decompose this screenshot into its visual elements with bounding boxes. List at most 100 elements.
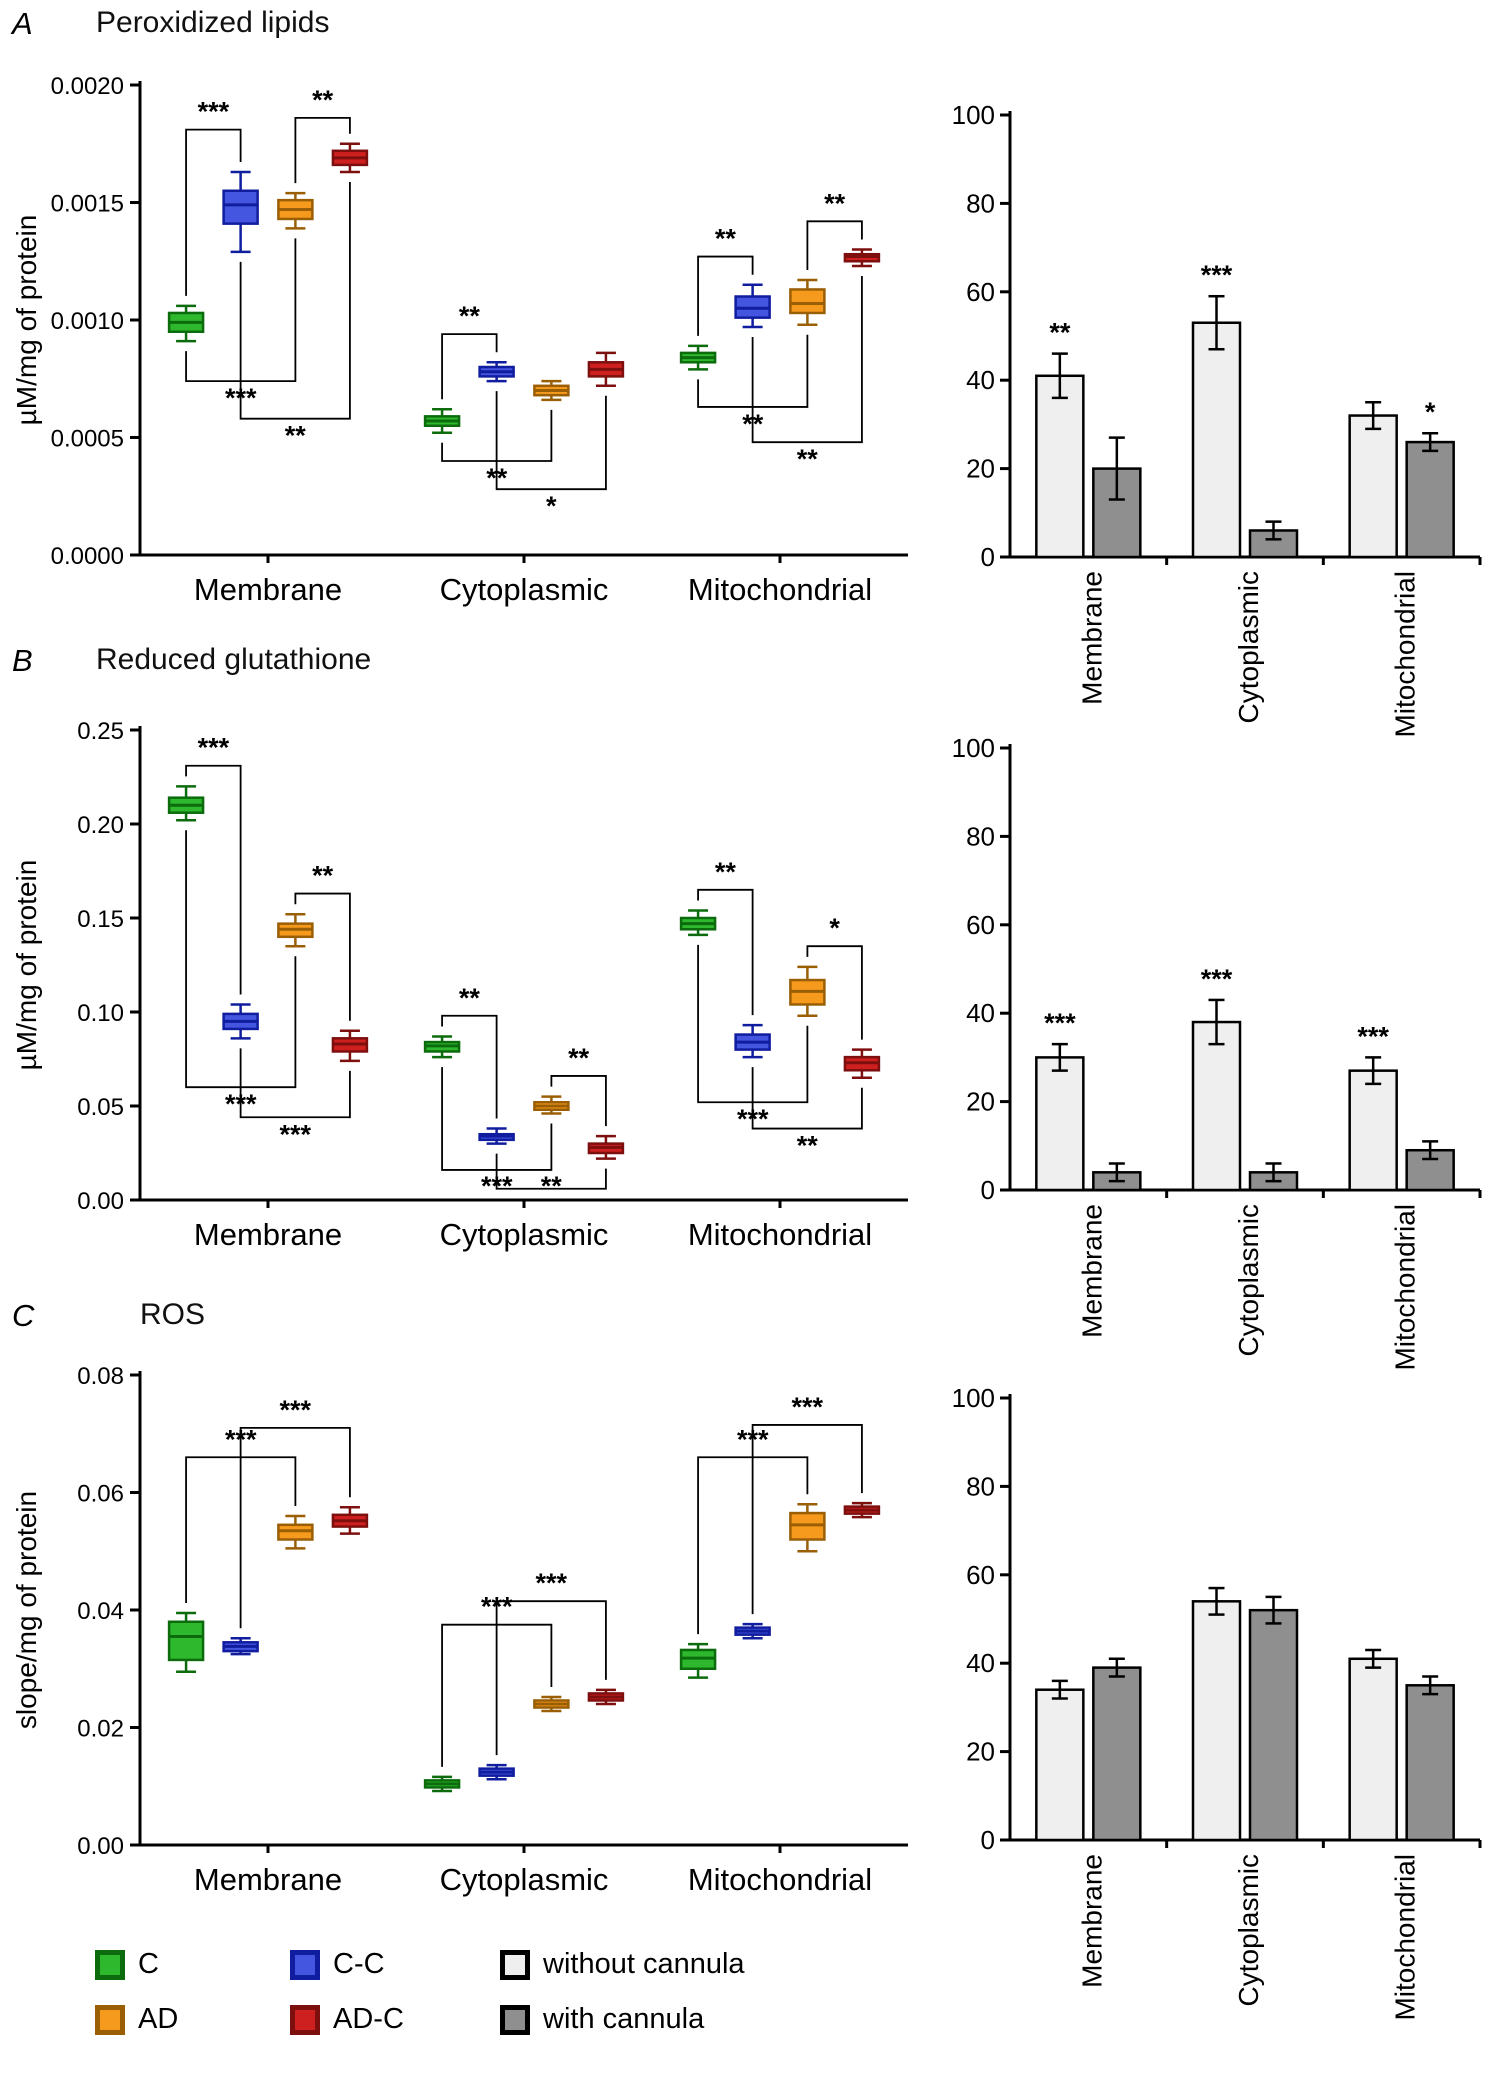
svg-text:Cytoplasmic: Cytoplasmic xyxy=(440,572,609,607)
svg-text:Cytoplasmic: Cytoplasmic xyxy=(1233,1854,1264,2006)
svg-text:Membrane: Membrane xyxy=(1076,1854,1107,1988)
svg-text:***: *** xyxy=(791,1392,823,1422)
svg-text:0.25: 0.25 xyxy=(77,718,124,745)
svg-text:Cytoplasmic: Cytoplasmic xyxy=(440,1862,609,1897)
svg-text:µM/mg of protein: µM/mg of protein xyxy=(11,860,42,1071)
svg-text:**: ** xyxy=(541,1171,563,1201)
legend-label: AD xyxy=(138,2003,179,2035)
svg-text:**: ** xyxy=(824,188,846,218)
panel-c-letter: C xyxy=(12,1298,35,1333)
svg-text:*: * xyxy=(546,491,557,521)
svg-text:**: ** xyxy=(285,421,307,451)
svg-text:Membrane: Membrane xyxy=(1076,1204,1107,1338)
svg-text:20: 20 xyxy=(966,1737,995,1767)
legend-swatch xyxy=(95,1949,125,1980)
svg-text:**: ** xyxy=(312,85,334,115)
svg-text:0.06: 0.06 xyxy=(77,1481,124,1508)
svg-text:Mitochondrial: Mitochondrial xyxy=(688,1217,872,1252)
svg-text:**: ** xyxy=(312,861,334,891)
svg-text:Cytoplasmic: Cytoplasmic xyxy=(440,1217,609,1252)
svg-text:**: ** xyxy=(459,301,481,331)
svg-text:0.20: 0.20 xyxy=(77,812,124,839)
svg-text:0.15: 0.15 xyxy=(77,906,124,933)
legend-label: C xyxy=(138,1948,159,1980)
svg-text:0.00: 0.00 xyxy=(77,1833,124,1860)
legend: C C-C without cannula AD AD-C with cannula xyxy=(95,1948,845,2036)
svg-text:0.0015: 0.0015 xyxy=(51,191,124,218)
legend-item: AD xyxy=(95,2003,290,2036)
legend-swatch xyxy=(290,2004,320,2035)
svg-text:100: 100 xyxy=(952,733,995,763)
svg-text:0.00: 0.00 xyxy=(77,1188,124,1215)
panel-b-boxplot: 0.00 0.05 0.10 0.15 0.20 0.25 µM/mg of protein… xyxy=(11,718,908,1252)
svg-text:100: 100 xyxy=(952,1383,995,1413)
svg-text:0.0020: 0.0020 xyxy=(51,73,124,100)
svg-text:60: 60 xyxy=(966,277,995,307)
svg-text:***: *** xyxy=(535,1568,567,1598)
svg-text:µM/mg of protein: µM/mg of protein xyxy=(11,215,42,426)
svg-text:0.02: 0.02 xyxy=(77,1716,124,1743)
svg-text:0.05: 0.05 xyxy=(77,1094,124,1121)
svg-text:0.0010: 0.0010 xyxy=(51,308,124,335)
legend-item: C-C xyxy=(290,1948,500,1981)
panel-c-title: ROS xyxy=(140,1298,206,1331)
panel-a-letter: A xyxy=(12,6,33,41)
panel-b-letter: B xyxy=(12,643,33,678)
panel-b-barchart: 0 20 40 60 80 100 Membrane Cytoplasmic Mitochond… xyxy=(952,733,1482,1371)
panel-c-barchart: 0 20 40 60 80 100 Membrane Cytoplasmic Mitochond… xyxy=(952,1383,1482,2021)
svg-text:Mitochondrial: Mitochondrial xyxy=(688,572,872,607)
legend-swatch xyxy=(500,2004,530,2035)
svg-text:***: *** xyxy=(1201,260,1233,290)
svg-text:60: 60 xyxy=(966,910,995,940)
svg-text:***: *** xyxy=(198,97,230,127)
svg-text:***: *** xyxy=(279,1395,311,1425)
svg-text:Mitochondrial: Mitochondrial xyxy=(1390,1204,1421,1371)
panel-a-title: Peroxidized lipids xyxy=(96,6,330,39)
svg-text:40: 40 xyxy=(966,1648,995,1678)
svg-text:0.04: 0.04 xyxy=(77,1598,124,1625)
svg-text:40: 40 xyxy=(966,998,995,1028)
svg-text:Cytoplasmic: Cytoplasmic xyxy=(1233,1204,1264,1356)
svg-text:Membrane: Membrane xyxy=(194,1862,342,1897)
svg-text:20: 20 xyxy=(966,454,995,484)
panel-b-title: Reduced glutathione xyxy=(96,643,372,676)
svg-text:***: *** xyxy=(279,1119,311,1149)
legend-item: AD-C xyxy=(290,2003,500,2036)
legend-label: without cannula xyxy=(543,1948,745,1980)
legend-label: AD-C xyxy=(333,2003,404,2035)
svg-text:Membrane: Membrane xyxy=(194,1217,342,1252)
svg-text:0: 0 xyxy=(981,1825,995,1855)
svg-text:Mitochondrial: Mitochondrial xyxy=(1390,1854,1421,2021)
svg-text:***: *** xyxy=(1201,964,1233,994)
svg-text:80: 80 xyxy=(966,1471,995,1501)
panel-a-barchart: 0 20 40 60 80 100 Membrane Cytoplasmic Mitochond… xyxy=(952,100,1482,738)
svg-text:Membrane: Membrane xyxy=(1076,571,1107,705)
svg-text:0.0005: 0.0005 xyxy=(51,426,124,453)
svg-text:Mitochondrial: Mitochondrial xyxy=(1390,571,1421,738)
legend-swatch xyxy=(290,1949,320,1980)
svg-text:0: 0 xyxy=(981,542,995,572)
legend-item: C xyxy=(95,1948,290,1981)
svg-text:60: 60 xyxy=(966,1560,995,1590)
svg-text:0.10: 0.10 xyxy=(77,1000,124,1027)
svg-text:0.0000: 0.0000 xyxy=(51,543,124,570)
svg-text:**: ** xyxy=(568,1043,590,1073)
svg-text:Mitochondrial: Mitochondrial xyxy=(688,1862,872,1897)
svg-text:0.08: 0.08 xyxy=(77,1363,124,1390)
legend-label: with cannula xyxy=(543,2003,705,2035)
svg-text:80: 80 xyxy=(966,821,995,851)
svg-text:*: * xyxy=(829,913,840,943)
svg-text:80: 80 xyxy=(966,188,995,218)
legend-label: C-C xyxy=(333,1948,385,1980)
svg-text:***: *** xyxy=(1044,1008,1076,1038)
svg-text:**: ** xyxy=(715,857,737,887)
panel-a-boxplot: 0.0000 0.0005 0.0010 0.0015 0.0020 µM/mg of p… xyxy=(11,73,908,607)
legend-swatch xyxy=(500,1949,530,1980)
svg-text:0: 0 xyxy=(981,1175,995,1205)
svg-text:20: 20 xyxy=(966,1087,995,1117)
svg-text:Cytoplasmic: Cytoplasmic xyxy=(1233,571,1264,723)
svg-text:***: *** xyxy=(1357,1021,1389,1051)
legend-item: without cannula xyxy=(500,1948,845,1981)
panel-c-boxplot: 0.00 0.02 0.04 0.06 0.08 slope/mg of protein M… xyxy=(11,1363,908,1897)
